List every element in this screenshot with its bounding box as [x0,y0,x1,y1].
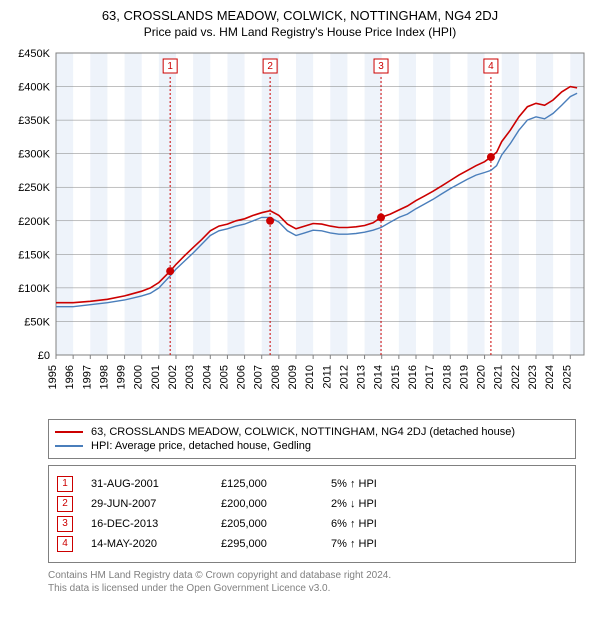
svg-text:£150K: £150K [18,249,50,261]
legend: 63, CROSSLANDS MEADOW, COLWICK, NOTTINGH… [48,419,576,459]
svg-text:2021: 2021 [493,365,505,389]
footer-attribution: Contains HM Land Registry data © Crown c… [48,569,576,595]
svg-text:1996: 1996 [64,365,76,389]
svg-text:£300K: £300K [18,149,50,161]
svg-text:£200K: £200K [18,216,50,228]
chart-svg: £0 £50K £100K £150K £200K £250K £300K £350K £400… [8,47,592,407]
svg-text:1995: 1995 [47,365,59,389]
svg-text:£450K: £450K [18,48,50,60]
svg-text:2013: 2013 [356,365,368,389]
chart-subtitle: Price paid vs. HM Land Registry's House … [8,25,592,39]
svg-text:2009: 2009 [287,365,299,389]
sale-marker: 1 [57,476,73,492]
legend-item: 63, CROSSLANDS MEADOW, COLWICK, NOTTINGH… [55,426,569,438]
legend-swatch [55,445,83,447]
sale-marker: 2 [57,496,73,512]
footer-line2: This data is licensed under the Open Gov… [48,582,576,595]
sales-table: 1 31-AUG-2001£125,0005% ↑ HPI 2 29-JUN-2007… [48,465,576,563]
sale-marker: 4 [57,536,73,552]
svg-text:£350K: £350K [18,115,50,127]
svg-text:2: 2 [267,61,273,72]
svg-text:2005: 2005 [218,365,230,389]
legend-swatch [55,431,83,433]
sale-pct: 7% ↑ HPI [331,538,441,550]
svg-text:2016: 2016 [407,365,419,389]
svg-text:2012: 2012 [338,365,350,389]
sale-date: 14-MAY-2020 [91,538,221,550]
chart-title: 63, CROSSLANDS MEADOW, COLWICK, NOTTINGH… [8,8,592,23]
svg-text:2002: 2002 [167,365,179,389]
svg-text:2001: 2001 [150,365,162,389]
sale-pct: 6% ↑ HPI [331,518,441,530]
legend-label: 63, CROSSLANDS MEADOW, COLWICK, NOTTINGH… [91,426,515,438]
chart-container: 63, CROSSLANDS MEADOW, COLWICK, NOTTINGH… [0,0,600,603]
sales-row: 1 31-AUG-2001£125,0005% ↑ HPI [57,476,567,492]
svg-text:2010: 2010 [304,365,316,389]
svg-text:2008: 2008 [270,365,282,389]
svg-text:£250K: £250K [18,182,50,194]
sale-price: £295,000 [221,538,331,550]
svg-text:2024: 2024 [544,365,556,389]
svg-text:£400K: £400K [18,82,50,94]
svg-text:2015: 2015 [390,365,402,389]
sale-pct: 5% ↑ HPI [331,478,441,490]
svg-text:2025: 2025 [561,365,573,389]
svg-text:£0: £0 [38,350,50,362]
sale-marker: 3 [57,516,73,532]
svg-text:2006: 2006 [236,365,248,389]
svg-text:1: 1 [167,61,173,72]
svg-text:2011: 2011 [321,365,333,389]
sale-date: 31-AUG-2001 [91,478,221,490]
svg-text:1999: 1999 [116,365,128,389]
sale-pct: 2% ↓ HPI [331,498,441,510]
sale-price: £205,000 [221,518,331,530]
svg-text:2004: 2004 [201,365,213,389]
legend-item: HPI: Average price, detached house, Gedl… [55,440,569,452]
sale-price: £125,000 [221,478,331,490]
svg-text:2022: 2022 [510,365,522,389]
svg-text:2000: 2000 [133,365,145,389]
svg-text:£100K: £100K [18,283,50,295]
legend-label: HPI: Average price, detached house, Gedl… [91,440,311,452]
svg-text:2017: 2017 [424,365,436,389]
sales-row: 3 16-DEC-2013£205,0006% ↑ HPI [57,516,567,532]
sales-row: 2 29-JUN-2007£200,0002% ↓ HPI [57,496,567,512]
sale-price: £200,000 [221,498,331,510]
chart-plot: £0 £50K £100K £150K £200K £250K £300K £350K £400… [8,47,592,407]
sale-date: 29-JUN-2007 [91,498,221,510]
svg-text:2007: 2007 [253,365,265,389]
svg-text:4: 4 [488,61,494,72]
svg-text:1998: 1998 [98,365,110,389]
sales-row: 4 14-MAY-2020£295,0007% ↑ HPI [57,536,567,552]
svg-text:2023: 2023 [527,365,539,389]
svg-text:2019: 2019 [458,365,470,389]
svg-text:2014: 2014 [373,365,385,389]
footer-line1: Contains HM Land Registry data © Crown c… [48,569,576,582]
svg-text:2003: 2003 [184,365,196,389]
svg-text:2020: 2020 [476,365,488,389]
svg-text:2018: 2018 [441,365,453,389]
sale-date: 16-DEC-2013 [91,518,221,530]
svg-text:1997: 1997 [81,365,93,389]
svg-text:£50K: £50K [24,316,50,328]
svg-text:3: 3 [378,61,384,72]
